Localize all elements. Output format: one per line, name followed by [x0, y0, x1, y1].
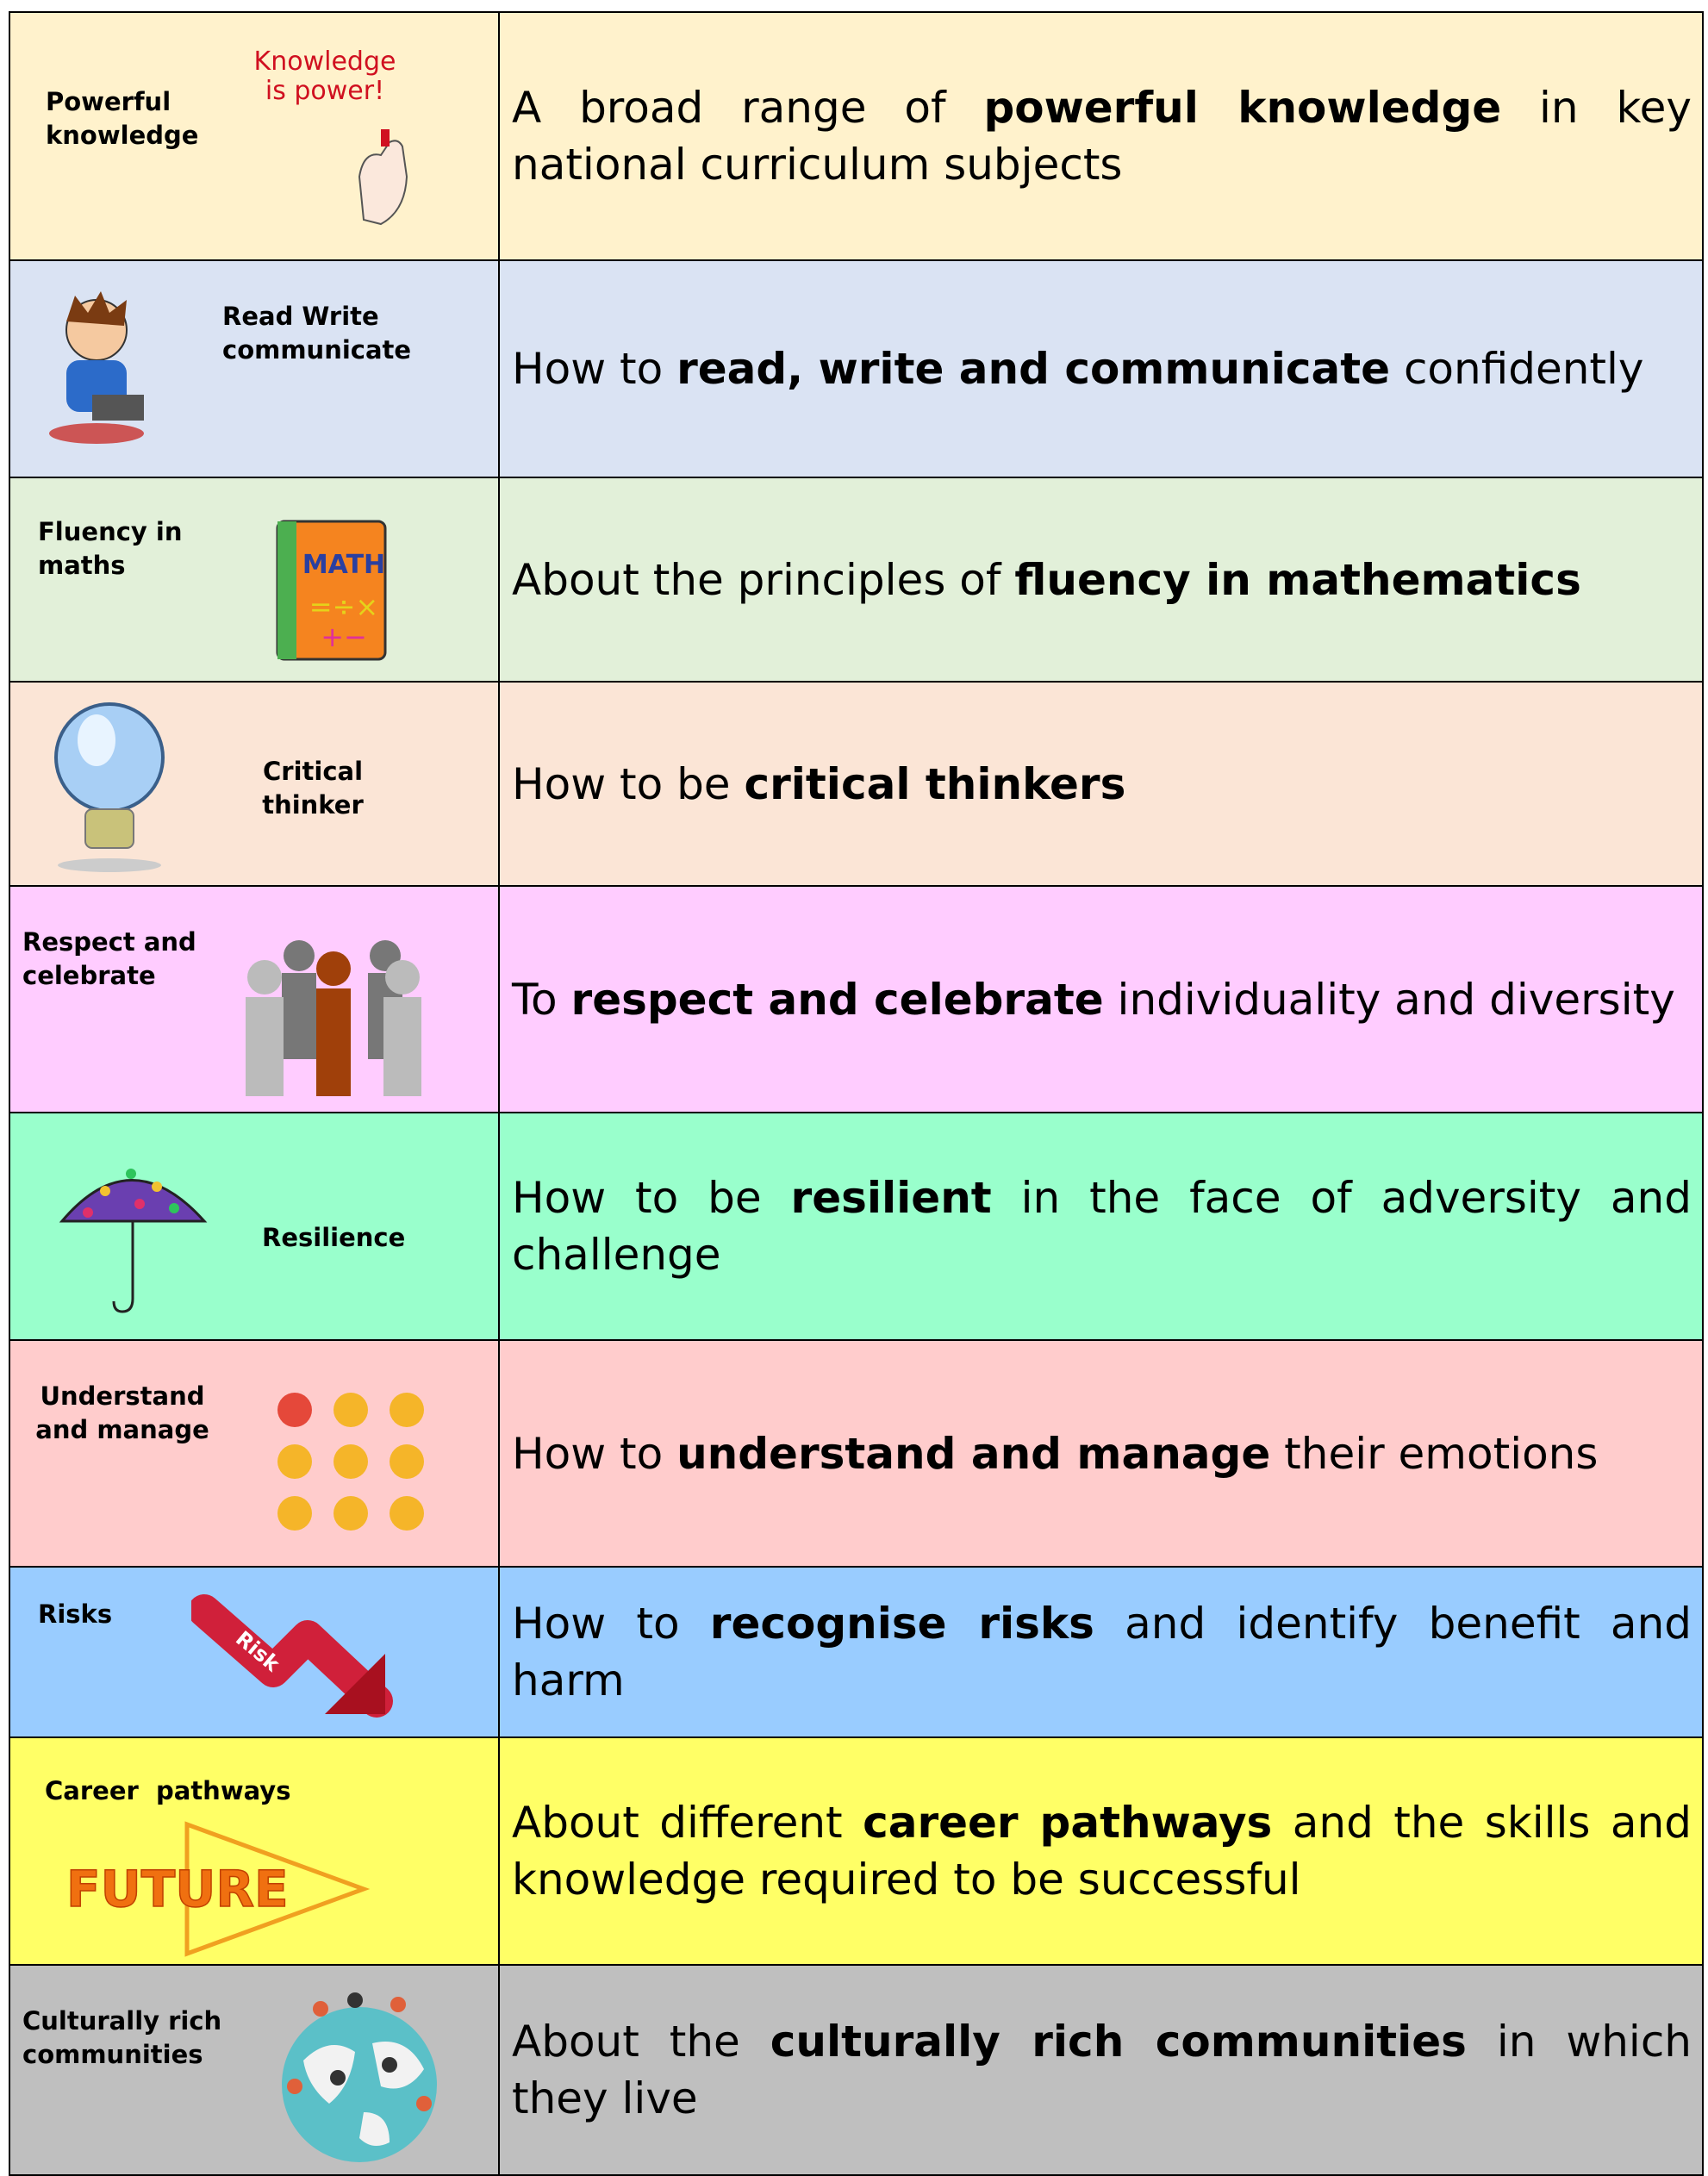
row: Resilience How to be resilient in the fa…: [10, 1113, 1704, 1341]
icon: Risk: [191, 1594, 393, 1718]
description-bold: recognise risks: [709, 1599, 1094, 1649]
description: To respect and celebrate individuality a…: [512, 971, 1692, 1028]
description: How to read, write and communicate confi…: [512, 340, 1692, 397]
description-cell: How to recognise risks and identify bene…: [500, 1568, 1704, 1736]
row-label: Read Write communicate: [222, 302, 412, 365]
row: Critical thinker How to be critical thin…: [10, 683, 1704, 887]
description-bold: respect and celebrate: [570, 974, 1104, 1025]
row-label: Fluency in maths: [38, 517, 183, 580]
description-bold: powerful knowledge: [983, 83, 1502, 133]
row-label: Powerful knowledge: [46, 87, 199, 150]
label-cell: Critical thinker: [10, 683, 500, 885]
row: Respect and celebrate To respect and cel…: [10, 887, 1704, 1113]
description-text: How to: [512, 344, 677, 394]
label-cell: Understand and manage: [10, 1341, 500, 1566]
icon: [49, 291, 144, 444]
label-cell: Powerful knowledge Knowledge is power!: [10, 13, 500, 259]
description-text: How to be: [512, 758, 745, 809]
row-label: Culturally rich communities: [22, 2006, 222, 2069]
description-text: How to: [512, 1599, 710, 1649]
icon-text: FUTURE: [66, 1860, 289, 1918]
description: A broad range of powerful knowledge in k…: [512, 79, 1692, 193]
label-cell: Respect and celebrate: [10, 887, 500, 1112]
row-label: Resilience: [262, 1223, 406, 1252]
row: Risks Risk How to recognise risks and id…: [10, 1568, 1704, 1738]
description-bold: read, write and communicate: [676, 344, 1391, 394]
icon: [246, 940, 421, 1096]
description-cell: About the principles of fluency in mathe…: [500, 478, 1704, 681]
icon: [282, 1992, 437, 2162]
description-bold: fluency in mathematics: [1014, 554, 1581, 605]
row: Read Write communicate How to read, writ…: [10, 261, 1704, 478]
label-cell: Resilience: [10, 1113, 500, 1339]
description-text: in the face of adversity and challenge: [512, 1173, 1692, 1280]
table: Powerful knowledge Knowledge is power! A…: [9, 11, 1704, 2176]
description-text: and the skills and knowledge required to…: [512, 1798, 1692, 1905]
icon: MATH =÷× +−: [276, 520, 387, 661]
svg-text:=÷×: =÷×: [309, 590, 378, 623]
icon: [277, 1393, 424, 1531]
description-bold: understand and manage: [676, 1428, 1271, 1479]
description-text: in which they live: [512, 2017, 1692, 2123]
description-text: How to: [512, 1428, 677, 1479]
description-text: About the: [512, 2017, 770, 2067]
description-cell: How to be resilient in the face of adver…: [500, 1113, 1704, 1339]
description: How to be resilient in the face of adver…: [512, 1169, 1692, 1283]
description: About the principles of fluency in mathe…: [512, 552, 1692, 608]
description-text: How to be: [512, 1173, 791, 1223]
icon: [54, 702, 165, 872]
description-text: their emotions: [1270, 1428, 1599, 1479]
description: How to be critical thinkers: [512, 756, 1692, 813]
description: About the culturally rich communities in…: [512, 2013, 1692, 2127]
row: Career pathways FUTURE About different c…: [10, 1738, 1704, 1966]
description: How to recognise risks and identify bene…: [512, 1595, 1692, 1709]
icon: FUTURE: [65, 1821, 371, 1957]
icon: Knowledge is power!: [253, 47, 408, 226]
label-cell: Career pathways FUTURE: [10, 1738, 500, 1964]
icon-text: Knowledge is power!: [253, 47, 396, 106]
label-cell: Culturally rich communities: [10, 1966, 500, 2174]
description-bold: career pathways: [863, 1798, 1273, 1848]
row-label: Understand and manage: [35, 1381, 209, 1444]
description-bold: culturally rich communities: [770, 2017, 1467, 2067]
icon: [59, 1169, 208, 1313]
description-cell: To respect and celebrate individuality a…: [500, 887, 1704, 1112]
description-text: in key national curriculum subjects: [512, 83, 1692, 190]
row-label: Critical thinker: [262, 757, 364, 820]
icon-text: MATH: [302, 550, 385, 580]
label-cell: Risks Risk: [10, 1568, 500, 1736]
label-cell: Fluency in maths MATH =÷× +−: [10, 478, 500, 681]
row-label: Risks: [38, 1599, 113, 1629]
description-cell: How to be critical thinkers: [500, 683, 1704, 885]
description-text: individuality and diversity: [1103, 974, 1675, 1025]
description-text: confidently: [1390, 344, 1644, 394]
description-text: About the principles of: [512, 554, 1015, 605]
svg-text:+−: +−: [321, 620, 367, 653]
description-text: About different: [512, 1798, 863, 1848]
description: How to understand and manage their emoti…: [512, 1425, 1692, 1482]
row: Fluency in maths MATH =÷× +− About the p…: [10, 478, 1704, 683]
description-text: To: [512, 974, 571, 1025]
description-bold: critical thinkers: [744, 758, 1126, 809]
description-text: and identify benefit and harm: [512, 1599, 1692, 1705]
row: Culturally rich communities About the cu…: [10, 1966, 1704, 2176]
row-label: Career pathways: [45, 1776, 291, 1805]
row: Understand and manage How to understand …: [10, 1341, 1704, 1568]
description: About different career pathways and the …: [512, 1794, 1692, 1908]
description-cell: A broad range of powerful knowledge in k…: [500, 13, 1704, 259]
description-bold: resilient: [790, 1173, 992, 1223]
description-cell: About different career pathways and the …: [500, 1738, 1704, 1964]
description-text: A broad range of: [512, 83, 984, 133]
row-label: Respect and celebrate: [22, 927, 196, 990]
description-cell: How to understand and manage their emoti…: [500, 1341, 1704, 1566]
label-cell: Read Write communicate: [10, 261, 500, 477]
row: Powerful knowledge Knowledge is power! A…: [10, 13, 1704, 261]
description-cell: About the culturally rich communities in…: [500, 1966, 1704, 2174]
description-cell: How to read, write and communicate confi…: [500, 261, 1704, 477]
